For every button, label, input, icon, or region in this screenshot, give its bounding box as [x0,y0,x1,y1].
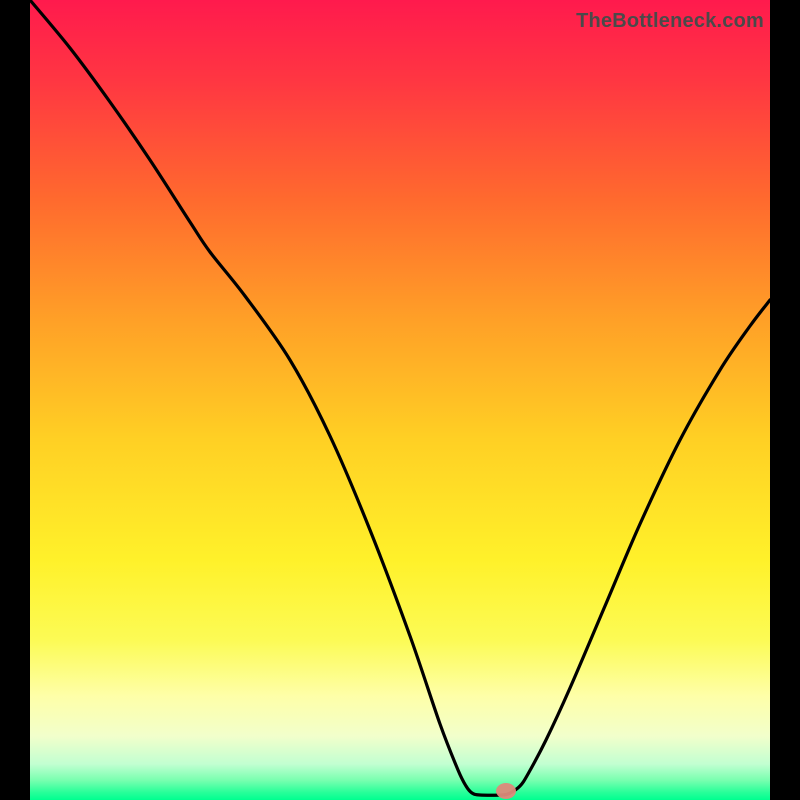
watermark-label: TheBottleneck.com [576,10,764,33]
chart-frame: TheBottleneck.com [0,0,800,800]
plot-area [30,0,770,800]
bottleneck-curve [30,0,770,800]
left-border [0,0,30,800]
trough-marker [496,783,516,799]
right-border [770,0,800,800]
